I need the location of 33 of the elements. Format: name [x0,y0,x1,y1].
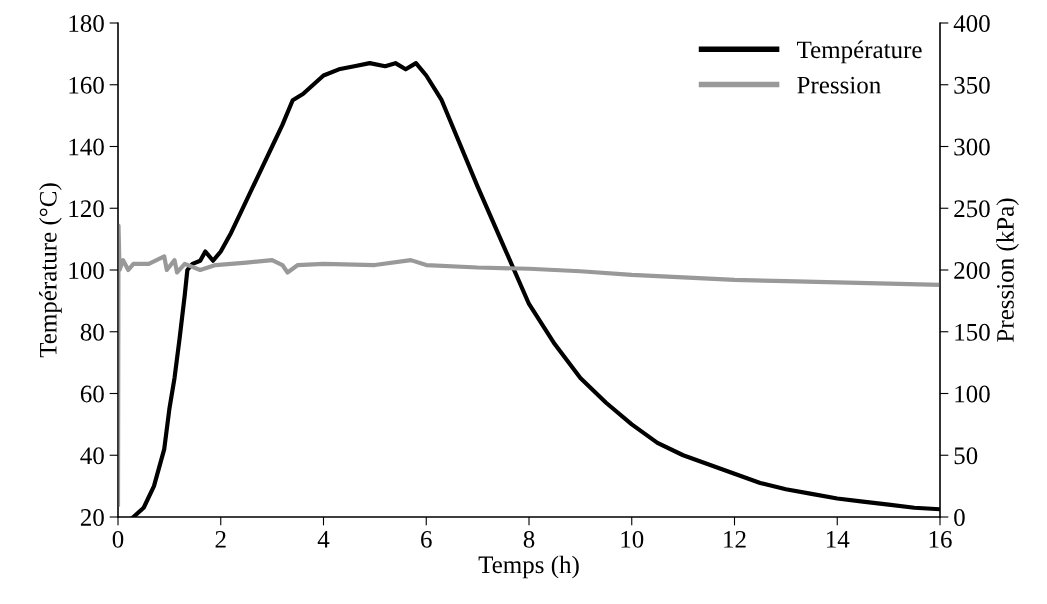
y-tick-label: 160 [69,76,104,94]
y-tick-label: 60 [80,385,104,403]
legend-label: Température [797,40,922,64]
y-tick-label: 20 [80,509,104,526]
y2-tick-label: 250 [954,200,990,218]
x-tick-label: 4 [317,531,330,548]
y2-tick-label: 200 [954,262,990,279]
x-tick-label: 14 [826,531,850,548]
x-tick-label: 12 [724,530,746,548]
legend-label: Pression [797,76,881,94]
y-axis-title: Température (°C) [39,183,62,358]
x-tick-label: 8 [523,530,535,548]
y2-tick-label: 150 [955,323,990,341]
y2-tick-label: 300 [954,138,990,156]
x-tick-label: 0 [112,530,124,548]
y2-tick-label: 50 [954,447,978,465]
x-tick-label: 6 [421,530,432,548]
y-tick-label: 180 [69,15,104,32]
y2-tick-label: 350 [954,76,990,94]
x-tick-label: 16 [929,530,952,548]
y-tick-label: 140 [69,138,104,156]
x-axis-title: Temps (h) [478,555,579,579]
x-tick-label: 2 [215,530,226,548]
x-tick-label: 10 [621,530,644,548]
y2-tick-label: 0 [954,509,965,526]
y-tick-label: 80 [80,323,104,341]
y-tick-label: 120 [69,200,104,218]
y2-axis-title: Pression (kPa) [996,198,1019,342]
y-tick-label: 40 [80,447,104,465]
line-series [118,223,940,507]
y2-tick-label: 400 [953,15,990,32]
y-tick-label: 100 [69,262,104,279]
y2-tick-label: 100 [955,385,990,403]
